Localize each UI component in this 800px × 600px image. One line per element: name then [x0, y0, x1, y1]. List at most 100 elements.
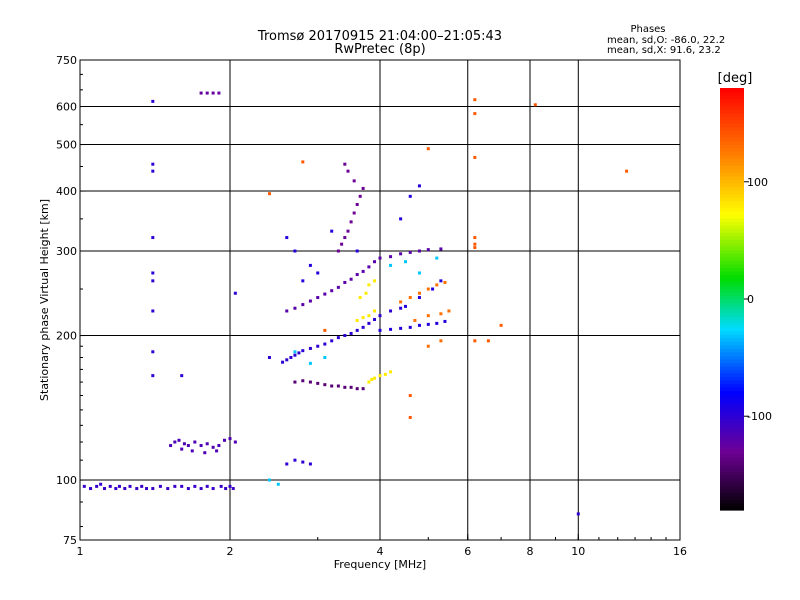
colorbar-segment: [720, 369, 744, 374]
data-point: [417, 291, 421, 295]
data-point: [323, 342, 327, 346]
x-tick-label: 2: [227, 545, 234, 558]
data-point: [99, 482, 103, 486]
data-point: [426, 344, 430, 348]
data-point: [180, 484, 184, 488]
data-point: [343, 385, 347, 389]
data-point: [330, 384, 334, 388]
data-point: [151, 169, 155, 173]
data-point: [349, 277, 353, 281]
data-point: [316, 271, 320, 275]
data-point: [308, 299, 312, 303]
colorbar-segment: [720, 281, 744, 286]
data-point: [293, 458, 297, 462]
colorbar-segment: [720, 443, 744, 448]
colorbar-segment: [720, 460, 744, 465]
data-point: [117, 484, 121, 488]
colorbar-segment: [720, 355, 744, 360]
data-point: [355, 328, 359, 332]
data-point: [224, 487, 228, 491]
data-point: [151, 309, 155, 313]
colorbar-segment: [720, 485, 744, 490]
data-point: [439, 312, 443, 316]
colorbar-segment: [720, 341, 744, 346]
data-point: [399, 306, 403, 310]
data-point: [473, 242, 477, 246]
y-tick-label: 600: [56, 101, 77, 114]
colorbar-segment: [720, 221, 744, 226]
data-point: [301, 349, 305, 353]
data-point: [151, 487, 155, 491]
data-point: [447, 309, 451, 313]
colorbar-segment: [720, 337, 744, 342]
data-point: [151, 350, 155, 354]
colorbar-segment: [720, 344, 744, 349]
data-point: [108, 484, 112, 488]
data-point: [378, 374, 382, 378]
data-point: [151, 99, 155, 103]
x-tick-label: 6: [464, 545, 471, 558]
data-point: [285, 462, 289, 466]
colorbar-segment: [720, 495, 744, 501]
data-point: [361, 325, 365, 329]
phase-header: Phases: [630, 24, 665, 35]
colorbar-segment: [720, 151, 744, 156]
x-tick-label: 10: [571, 545, 585, 558]
data-point: [199, 91, 203, 95]
data-point: [439, 247, 443, 251]
data-point: [389, 370, 393, 374]
data-point: [533, 103, 537, 107]
x-axis-label: Frequency [MHz]: [334, 558, 426, 571]
colorbar-segment: [720, 400, 744, 406]
data-point: [135, 487, 139, 491]
data-point: [408, 415, 412, 419]
data-point: [435, 283, 439, 287]
data-point: [151, 236, 155, 240]
data-point: [399, 326, 403, 330]
colorbar-segment: [720, 179, 744, 184]
data-point: [358, 194, 362, 198]
colorbar-segment: [720, 372, 744, 377]
colorbar-segment: [720, 358, 744, 363]
data-point: [373, 376, 377, 380]
colorbar-segment: [720, 154, 744, 159]
colorbar-segment: [720, 499, 744, 504]
colorbar-segment: [720, 277, 744, 283]
data-point: [211, 445, 215, 449]
data-point: [95, 484, 99, 488]
data-point: [308, 462, 312, 466]
data-point: [576, 512, 580, 516]
data-point: [399, 252, 403, 256]
colorbar-segment: [720, 249, 744, 254]
data-point: [158, 484, 162, 488]
x-tick-label: 1: [77, 545, 84, 558]
data-point: [308, 380, 312, 384]
data-point: [499, 323, 503, 327]
colorbar-segment: [720, 330, 744, 335]
colorbar-segment: [720, 239, 744, 244]
data-point: [308, 346, 312, 350]
colorbar-segment: [720, 295, 744, 300]
data-point: [417, 184, 421, 188]
data-point: [301, 279, 305, 283]
data-point: [330, 289, 334, 293]
data-point: [625, 169, 629, 173]
data-points: [82, 91, 629, 516]
x-ticks: 1 2 4 6 8 10 16: [77, 534, 687, 558]
y-tick-label: 200: [56, 330, 77, 343]
y-tick-label: 400: [56, 185, 77, 198]
colorbar-segment: [720, 446, 744, 451]
data-point: [233, 440, 237, 444]
colorbar-segment: [720, 172, 744, 177]
data-point: [114, 487, 118, 491]
data-point: [373, 260, 377, 264]
data-point: [180, 374, 184, 378]
data-point: [473, 112, 477, 116]
colorbar-segment: [720, 502, 744, 508]
colorbar-segment: [720, 474, 744, 479]
data-point: [293, 249, 297, 253]
colorbar-segment: [720, 123, 744, 128]
data-point: [293, 380, 297, 384]
data-point: [316, 344, 320, 348]
data-point: [367, 314, 371, 318]
